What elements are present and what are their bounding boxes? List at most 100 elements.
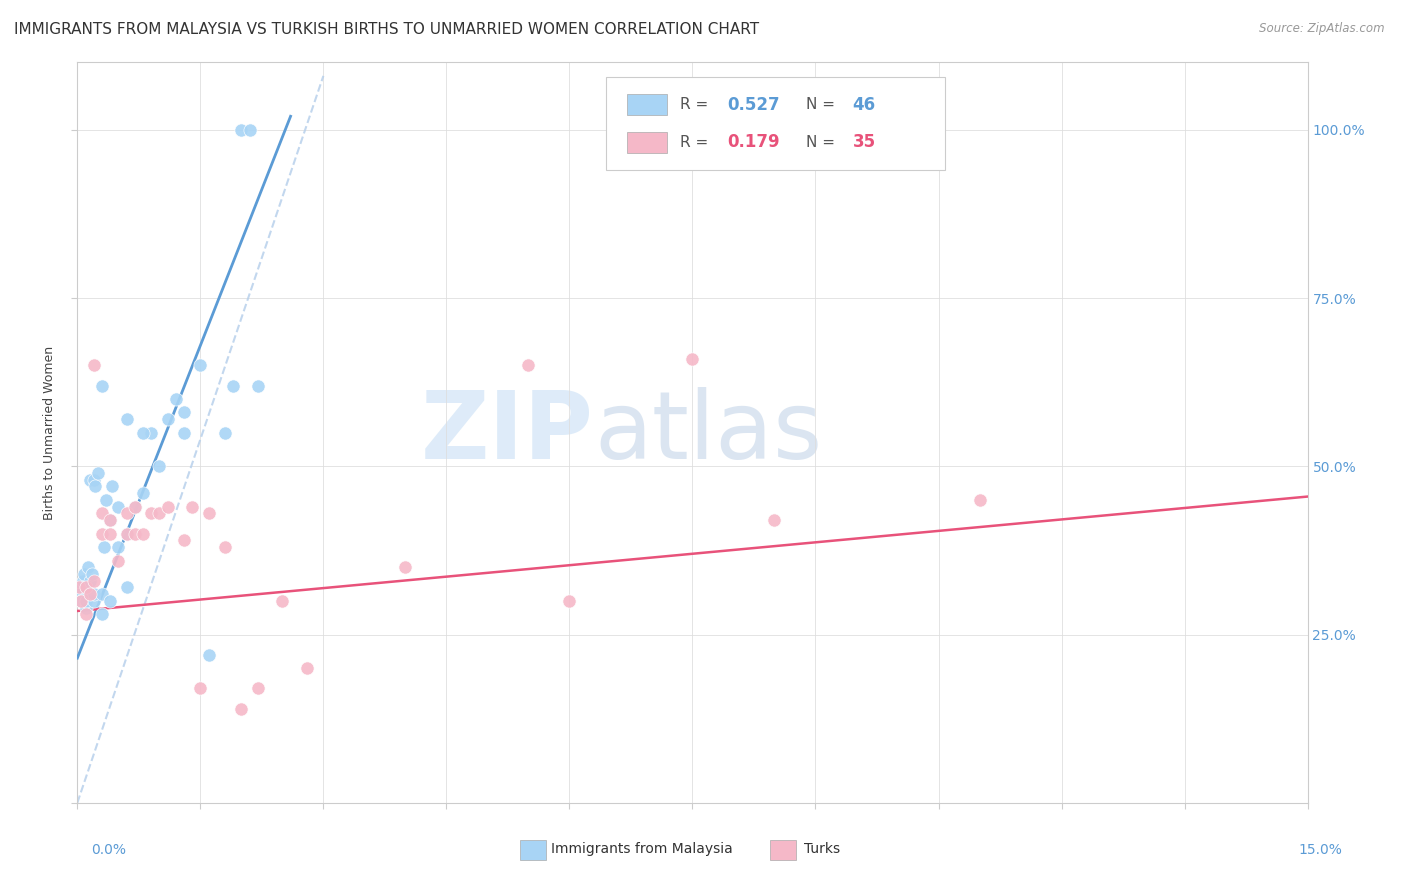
Point	[83, 594, 105, 608]
FancyBboxPatch shape	[606, 78, 945, 169]
Text: 0.527: 0.527	[727, 95, 779, 113]
Point	[181, 500, 204, 514]
Text: ZIP: ZIP	[422, 386, 595, 479]
Point	[90, 507, 114, 521]
Point	[75, 600, 97, 615]
Point	[83, 473, 105, 487]
Point	[83, 587, 105, 601]
Point	[115, 581, 138, 595]
Point	[969, 492, 991, 507]
Point	[165, 392, 187, 406]
Point	[107, 500, 129, 514]
Text: N =: N =	[806, 97, 839, 112]
Point	[132, 526, 155, 541]
Point	[239, 122, 262, 136]
Point	[79, 587, 101, 601]
Text: Source: ZipAtlas.com: Source: ZipAtlas.com	[1260, 22, 1385, 36]
Point	[115, 526, 138, 541]
Point	[148, 459, 170, 474]
Point	[115, 507, 138, 521]
Point	[67, 581, 90, 595]
Y-axis label: Births to Unmarried Women: Births to Unmarried Women	[42, 345, 56, 520]
Point	[231, 122, 253, 136]
Point	[214, 425, 236, 440]
Point	[124, 526, 146, 541]
Point	[188, 359, 212, 373]
Point	[173, 425, 195, 440]
Point	[90, 607, 114, 622]
Text: 0.179: 0.179	[727, 134, 779, 152]
Point	[132, 486, 155, 500]
Point	[94, 492, 117, 507]
Point	[90, 526, 114, 541]
Point	[75, 594, 97, 608]
Point	[70, 594, 93, 608]
Point	[141, 425, 163, 440]
Point	[98, 526, 121, 541]
Point	[75, 607, 97, 622]
Point	[173, 405, 195, 419]
Point	[107, 540, 129, 554]
Point	[517, 359, 540, 373]
Point	[197, 648, 219, 662]
Point	[246, 378, 269, 392]
Point	[77, 560, 100, 574]
Text: Immigrants from Malaysia: Immigrants from Malaysia	[551, 842, 733, 856]
Point	[148, 507, 170, 521]
Point	[84, 479, 107, 493]
Point	[83, 359, 105, 373]
Point	[115, 526, 138, 541]
Point	[132, 425, 155, 440]
Text: 0.0%: 0.0%	[91, 843, 127, 857]
Point	[79, 473, 101, 487]
Text: R =: R =	[681, 135, 713, 150]
Text: Turks: Turks	[804, 842, 841, 856]
Point	[93, 540, 115, 554]
FancyBboxPatch shape	[627, 132, 666, 153]
Point	[87, 466, 110, 480]
Point	[763, 513, 786, 527]
Point	[141, 507, 163, 521]
Text: R =: R =	[681, 97, 713, 112]
Point	[98, 513, 121, 527]
Point	[69, 587, 91, 601]
Point	[173, 533, 195, 548]
Point	[82, 566, 104, 581]
Text: 15.0%: 15.0%	[1299, 843, 1343, 857]
Point	[98, 594, 121, 608]
Point	[231, 701, 253, 715]
Point	[90, 378, 114, 392]
Text: atlas: atlas	[595, 386, 823, 479]
Point	[394, 560, 416, 574]
Point	[101, 479, 124, 493]
Point	[98, 513, 121, 527]
Point	[295, 661, 318, 675]
Point	[90, 587, 114, 601]
Point	[70, 594, 93, 608]
Point	[73, 566, 96, 581]
Point	[222, 378, 245, 392]
Point	[72, 574, 94, 588]
Point	[79, 574, 101, 588]
Text: N =: N =	[806, 135, 839, 150]
Point	[75, 581, 97, 595]
FancyBboxPatch shape	[627, 95, 666, 115]
Point	[156, 412, 179, 426]
Text: 35: 35	[852, 134, 876, 152]
Point	[124, 500, 146, 514]
Point	[83, 574, 105, 588]
Text: 46: 46	[852, 95, 876, 113]
Point	[214, 540, 236, 554]
Point	[682, 351, 704, 366]
Point	[107, 553, 129, 567]
Point	[115, 412, 138, 426]
Point	[558, 594, 581, 608]
Point	[197, 507, 219, 521]
Point	[271, 594, 294, 608]
Point	[76, 581, 98, 595]
Point	[124, 500, 146, 514]
Point	[67, 581, 90, 595]
Text: IMMIGRANTS FROM MALAYSIA VS TURKISH BIRTHS TO UNMARRIED WOMEN CORRELATION CHART: IMMIGRANTS FROM MALAYSIA VS TURKISH BIRT…	[14, 22, 759, 37]
Point	[156, 500, 179, 514]
Point	[246, 681, 269, 696]
